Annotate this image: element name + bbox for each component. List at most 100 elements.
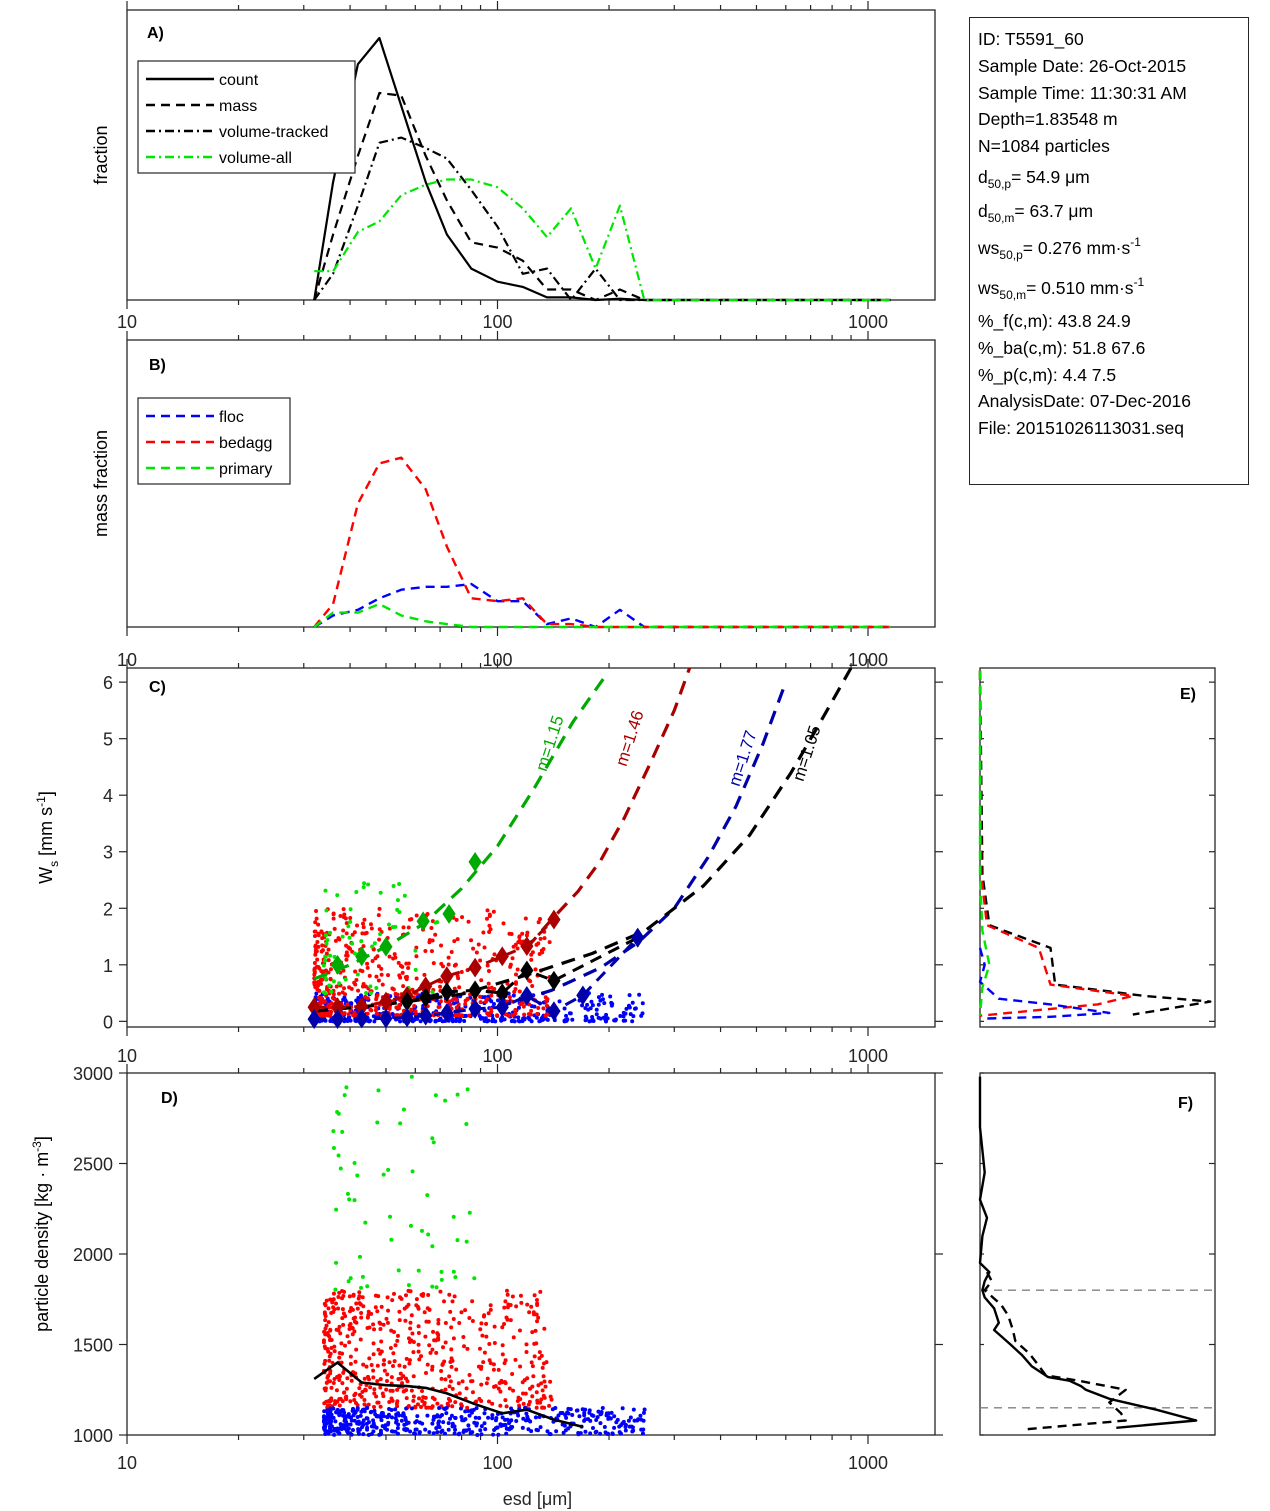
scatter-point-bedagg (469, 1379, 474, 1384)
scatter-point-bedagg (491, 909, 496, 914)
scatter-point-bedagg (340, 1288, 345, 1293)
scatter-point-bedagg (454, 1005, 459, 1010)
scatter-point-floc (410, 1019, 415, 1024)
scatter-point-floc (491, 1432, 496, 1437)
scatter-point-floc (583, 1006, 588, 1011)
scatter-point-bedagg (533, 1328, 538, 1333)
scatter-point-floc (350, 1428, 355, 1433)
scatter-point-bedagg (484, 916, 489, 921)
scatter-point-floc (348, 1422, 353, 1427)
scatter-point-floc (365, 1405, 370, 1410)
panel-d-frame (126, 1072, 936, 1436)
scatter-point-bedagg (371, 1368, 376, 1373)
scatter-point-bedagg (450, 1386, 455, 1391)
panel-c-xtick-label: 10 (117, 1046, 137, 1066)
scatter-point-bedagg (493, 1384, 498, 1389)
scatter-point-floc (603, 1430, 608, 1435)
scatter-point-floc (583, 1018, 588, 1023)
scatter-point-floc (397, 1413, 402, 1418)
scatter-point-bedagg (396, 1376, 401, 1381)
scatter-point-bedagg (375, 1379, 380, 1384)
scatter-point-bedagg (443, 1377, 448, 1382)
scatter-point-floc (642, 1407, 647, 1412)
scatter-point-primary (455, 1238, 460, 1243)
scatter-point-floc (368, 1410, 373, 1415)
legend-label-volume-all: volume-all (219, 150, 292, 167)
scatter-point-bedagg (541, 1393, 546, 1398)
scatter-point-bedagg (385, 1320, 390, 1325)
scatter-point-floc (503, 1422, 508, 1427)
scatter-point-bedagg (504, 1288, 509, 1293)
scatter-point-floc (490, 1013, 495, 1018)
info-ws50p: ws50,p= 0.276 mm·s-1 (978, 228, 1248, 268)
scatter-point-bedagg (392, 1359, 397, 1364)
scatter-point-bedagg (316, 983, 321, 988)
scatter-point-bedagg (459, 1310, 464, 1315)
scatter-point-bedagg (391, 956, 396, 961)
scatter-point-bedagg (524, 933, 529, 938)
scatter-point-bedagg (391, 1351, 396, 1356)
info-d50p-base: d (978, 166, 988, 187)
scatter-point-floc (446, 1421, 451, 1426)
scatter-point-bedagg (406, 925, 411, 930)
scatter-point-primary (342, 1093, 347, 1098)
scatter-point-floc (594, 1007, 599, 1012)
scatter-point-bedagg (408, 1289, 413, 1294)
scatter-point-primary (340, 934, 345, 939)
panel-c-xtick-label: 1000 (848, 1046, 888, 1066)
scatter-point-bedagg (404, 1388, 409, 1393)
scatter-point-primary (343, 977, 348, 982)
scatter-point-primary (396, 1268, 401, 1273)
scatter-point-bedagg (366, 1309, 371, 1314)
scatter-point-bedagg (375, 1363, 380, 1368)
scatter-point-floc (521, 1016, 526, 1021)
scatter-point-bedagg (378, 1351, 383, 1356)
scatter-point-bedagg (336, 991, 341, 996)
scatter-point-bedagg (326, 1306, 331, 1311)
scatter-point-bedagg (362, 1398, 367, 1403)
scatter-point-primary (322, 958, 327, 963)
scatter-point-bedagg (338, 1396, 343, 1401)
panel-a-label: A) (147, 25, 164, 42)
scatter-point-bedagg (457, 1320, 462, 1325)
scatter-point-floc (562, 1006, 567, 1011)
scatter-point-bedagg (402, 1364, 407, 1369)
scatter-point-bedagg (344, 950, 349, 955)
scatter-point-primary (430, 1244, 435, 1249)
scatter-point-bedagg (343, 1343, 348, 1348)
scatter-point-bedagg (340, 1316, 345, 1321)
scatter-point-floc (511, 993, 516, 998)
scatter-point-floc (349, 1415, 354, 1420)
scatter-point-floc (604, 1413, 609, 1418)
scatter-point-bedagg (520, 1000, 525, 1005)
scatter-point-floc (589, 1018, 594, 1023)
scatter-point-bedagg (364, 930, 369, 935)
scatter-point-floc (589, 999, 594, 1004)
scatter-point-bedagg (322, 1301, 327, 1306)
scatter-point-bedagg (541, 1006, 546, 1011)
scatter-point-primary (347, 935, 352, 940)
scatter-point-bedagg (340, 1307, 345, 1312)
panel-c-ylabel: Ws [mm s-1] (34, 791, 61, 884)
scatter-point-bedagg (422, 1402, 427, 1407)
scatter-point-bedagg (369, 1363, 374, 1368)
scatter-point-bedagg (376, 1294, 381, 1299)
scatter-point-bedagg (492, 952, 497, 957)
scatter-point-bedagg (396, 960, 401, 965)
scatter-point-floc (404, 1406, 409, 1411)
scatter-point-floc (452, 1431, 457, 1436)
scatter-point-primary (391, 884, 396, 889)
scatter-point-bedagg (449, 1364, 454, 1369)
scatter-point-bedagg (510, 956, 515, 961)
scatter-point-bedagg (337, 1377, 342, 1382)
scatter-point-bedagg (359, 1315, 364, 1320)
scatter-point-floc (387, 1407, 392, 1412)
binned-mean-floc (400, 1007, 414, 1028)
info-ws50p-sup: -1 (1130, 234, 1141, 249)
scatter-point-floc (468, 1431, 473, 1436)
scatter-point-floc (627, 1003, 632, 1008)
scatter-point-bedagg (470, 1390, 475, 1395)
scatter-point-bedagg (354, 1320, 359, 1325)
scatter-point-bedagg (389, 1396, 394, 1401)
scatter-point-bedagg (354, 1347, 359, 1352)
